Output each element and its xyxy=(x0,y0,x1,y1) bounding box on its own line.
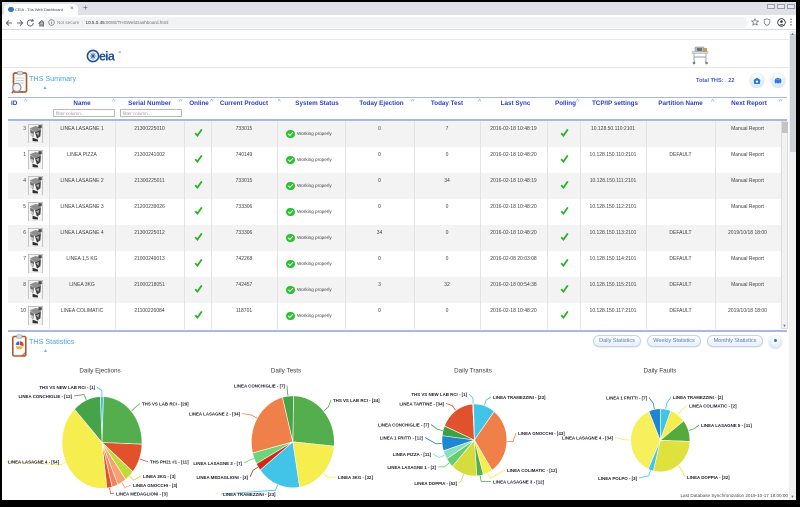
svg-text:LINEA LASAGNE 4 - [34]: LINEA LASAGNE 4 - [34] xyxy=(562,436,614,441)
svg-text:THS VS LAB RCI - [29]: THS VS LAB RCI - [29] xyxy=(142,402,189,407)
svg-text:Daily Transits: Daily Transits xyxy=(454,368,492,375)
svg-text:LINEA GNOCCHI - [43]: LINEA GNOCCHI - [43] xyxy=(518,431,565,436)
svg-text:LINEA COLIMATIC - [2]: LINEA COLIMATIC - [2] xyxy=(689,404,737,409)
svg-text:THS VS LAB RCI - [34]: THS VS LAB RCI - [34] xyxy=(333,398,380,403)
svg-text:LINEA DOPPIA - [52]: LINEA DOPPIA - [52] xyxy=(414,481,457,486)
svg-text:LINEA GNOCCHI - [3]: LINEA GNOCCHI - [3] xyxy=(133,483,178,488)
svg-text:LINEA LASAGNE 4 - [54]: LINEA LASAGNE 4 - [54] xyxy=(8,460,60,465)
svg-text:eia: eia xyxy=(99,49,116,63)
svg-text:LINEA LASAGNE 5 - [11]: LINEA LASAGNE 5 - [11] xyxy=(701,423,752,428)
svg-text:LINEA MEDAGLIONI - [3]: LINEA MEDAGLIONI - [3] xyxy=(116,492,168,497)
svg-text:LINEA CONCHIGLIE - [7]: LINEA CONCHIGLIE - [7] xyxy=(378,423,430,428)
svg-text:LINEA PIZZA - [11]: LINEA PIZZA - [11] xyxy=(393,452,432,457)
svg-text:Daily Faults: Daily Faults xyxy=(644,368,677,375)
svg-text:LINEA POLPO - [3]: LINEA POLPO - [3] xyxy=(598,476,637,481)
svg-text:LINEA CONCHIGLIE - [7]: LINEA CONCHIGLIE - [7] xyxy=(234,384,286,389)
svg-text:THS PH21 #1 - [11]: THS PH21 #1 - [11] xyxy=(150,460,189,465)
svg-text:LINEA 1 FRITTI - [7]: LINEA 1 FRITTI - [7] xyxy=(606,396,647,401)
svg-text:THS VS NEW LAB RCI - [1]: THS VS NEW LAB RCI - [1] xyxy=(39,385,95,390)
svg-text:LINEA 3KG - [32]: LINEA 3KG - [32] xyxy=(338,475,374,480)
svg-text:LINEA TRAMEZZINI - [2]: LINEA TRAMEZZINI - [2] xyxy=(673,395,724,400)
svg-text:LINEA LASAGNE 3 - [7]: LINEA LASAGNE 3 - [7] xyxy=(193,461,242,466)
svg-text:LINEA 1 FRITTI - [12]: LINEA 1 FRITTI - [12] xyxy=(380,436,424,441)
svg-text:LINEA MEDAGLIONI - [3]: LINEA MEDAGLIONI - [3] xyxy=(196,475,248,480)
svg-text:LINEA LASAGNE 2 - [34]: LINEA LASAGNE 2 - [34] xyxy=(189,412,241,417)
svg-text:THS VS NEW LAB RCI - [1]: THS VS NEW LAB RCI - [1] xyxy=(411,392,467,397)
svg-text:LINEA LASAGNE 3 - [12]: LINEA LASAGNE 3 - [12] xyxy=(493,480,545,485)
svg-text:LINEA DOPPIA - [32]: LINEA DOPPIA - [32] xyxy=(687,475,730,480)
svg-text:LINEA LASAGNE 1 - [2]: LINEA LASAGNE 1 - [2] xyxy=(387,465,436,470)
svg-text:LINEA TRAMEZZINI - [23]: LINEA TRAMEZZINI - [23] xyxy=(223,492,276,497)
svg-text:LINEA CONCHIGLIE - [12]: LINEA CONCHIGLIE - [12] xyxy=(18,394,72,399)
svg-text:LINEA COLIMATIC - [12]: LINEA COLIMATIC - [12] xyxy=(507,468,558,473)
svg-text:Daily Tests: Daily Tests xyxy=(271,368,301,375)
svg-text:Daily Ejections: Daily Ejections xyxy=(79,368,120,375)
svg-text:LINEA TARTINE - [34]: LINEA TARTINE - [34] xyxy=(399,402,444,407)
svg-text:LINEA 3KG - [3]: LINEA 3KG - [3] xyxy=(143,474,176,479)
svg-text:Last Database Synchronization: Last Database Synchronization 2019-10-17… xyxy=(680,493,788,498)
svg-text:LINEA TRAMEZZINI - [23]: LINEA TRAMEZZINI - [23] xyxy=(493,395,546,400)
